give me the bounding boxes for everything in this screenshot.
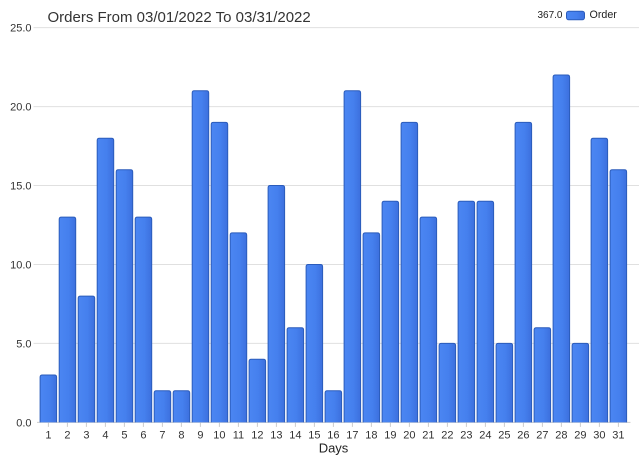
svg-text:Order: Order: [590, 9, 618, 21]
svg-text:29: 29: [574, 430, 586, 442]
svg-text:Days: Days: [319, 441, 349, 456]
svg-text:3: 3: [83, 430, 89, 442]
svg-text:14: 14: [289, 430, 301, 442]
svg-text:0.0: 0.0: [16, 417, 31, 429]
svg-text:6: 6: [140, 430, 146, 442]
svg-text:Orders From 03/01/2022 To 03/3: Orders From 03/01/2022 To 03/31/2022: [48, 9, 311, 26]
svg-text:7: 7: [159, 430, 165, 442]
svg-text:10.0: 10.0: [10, 259, 31, 271]
svg-text:22: 22: [441, 430, 453, 442]
svg-text:28: 28: [555, 430, 567, 442]
svg-text:5.0: 5.0: [16, 338, 31, 350]
svg-text:5: 5: [121, 430, 127, 442]
svg-text:31: 31: [612, 430, 624, 442]
svg-text:20: 20: [403, 430, 415, 442]
svg-text:27: 27: [536, 430, 548, 442]
svg-text:18: 18: [365, 430, 377, 442]
svg-text:24: 24: [479, 430, 491, 442]
svg-text:13: 13: [270, 430, 282, 442]
svg-text:15: 15: [308, 430, 320, 442]
svg-text:1: 1: [45, 430, 51, 442]
svg-text:17: 17: [346, 430, 358, 442]
svg-text:26: 26: [517, 430, 529, 442]
svg-text:4: 4: [102, 430, 108, 442]
svg-text:9: 9: [197, 430, 203, 442]
svg-text:367.0: 367.0: [537, 10, 562, 21]
svg-text:19: 19: [384, 430, 396, 442]
svg-text:8: 8: [178, 430, 184, 442]
svg-text:30: 30: [593, 430, 605, 442]
svg-text:20.0: 20.0: [10, 102, 31, 114]
svg-text:11: 11: [233, 430, 244, 442]
svg-text:23: 23: [460, 430, 472, 442]
svg-text:16: 16: [327, 430, 339, 442]
svg-text:12: 12: [251, 430, 263, 442]
svg-text:25: 25: [498, 430, 510, 442]
svg-text:2: 2: [64, 430, 70, 442]
svg-text:10: 10: [213, 430, 225, 442]
svg-text:15.0: 15.0: [10, 180, 31, 192]
svg-text:21: 21: [422, 430, 434, 442]
svg-text:25.0: 25.0: [10, 23, 31, 35]
